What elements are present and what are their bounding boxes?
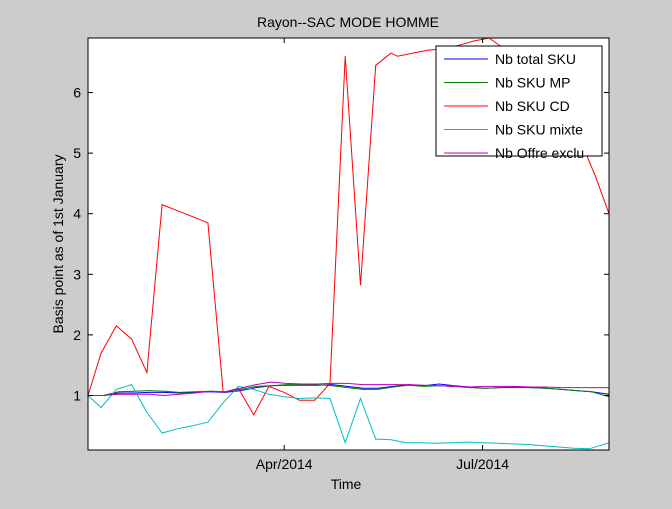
- y-tick-label: 2: [73, 327, 81, 343]
- y-tick-label: 4: [73, 206, 81, 222]
- series-line-4: [87, 384, 610, 450]
- y-tick-label: 6: [73, 85, 81, 101]
- legend-box: [435, 45, 603, 157]
- y-tick-label: 5: [73, 145, 81, 161]
- x-tick-label: Jul/2014: [456, 456, 509, 472]
- legend-label: Nb SKU MP: [495, 75, 570, 91]
- chart-title: Rayon--SAC MODE HOMME: [257, 14, 439, 30]
- legend-label: Nb Offre exclu: [495, 145, 584, 161]
- x-axis-label: Time: [331, 476, 362, 492]
- y-tick-label: 3: [73, 266, 81, 282]
- plot-frame: [87, 37, 610, 451]
- legend-label: Nb SKU CD: [495, 98, 570, 114]
- y-tick-label: 1: [73, 387, 81, 403]
- series-line-5: [88, 381, 609, 397]
- series-line-2: [88, 384, 610, 398]
- legend: Nb total SKU Nb SKU MP Nb SKU CD Nb SKU mix…: [435, 45, 603, 161]
- y-axis-label: Basis point as of 1st January: [50, 155, 66, 334]
- legend-label: Nb SKU mixte: [495, 122, 583, 138]
- axes-layer: 1 2 3 4 5 6 Apr/2014 Jul/2014: [73, 38, 609, 472]
- legend-entries: Nb total SKU Nb SKU MP Nb SKU CD Nb SKU mix…: [444, 51, 584, 161]
- x-tick-label: Apr/2014: [256, 456, 313, 472]
- legend-label: Nb total SKU: [495, 51, 576, 67]
